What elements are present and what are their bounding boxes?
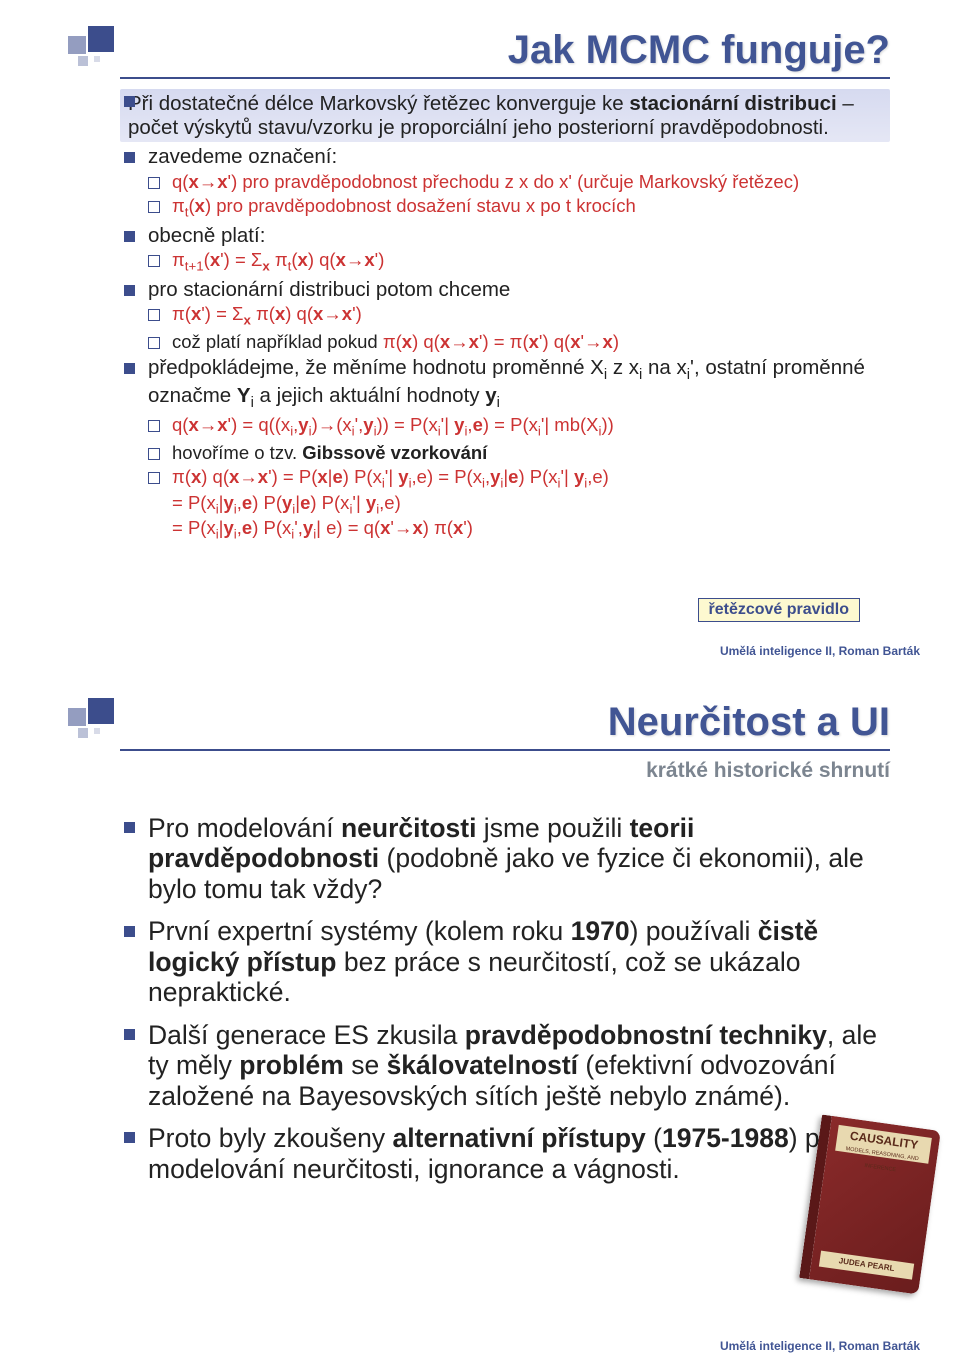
bullet-level-2: hovoříme o tzv. Gibssově vzorkování (144, 442, 890, 464)
bullet-level-2: π(x) q(x→x') = P(x|e) P(xi'| yi,e) = P(x… (144, 466, 890, 543)
bullet-level-1: zavedeme označení: (120, 145, 890, 169)
chain-rule-callout: řetězcové pravidlo (698, 598, 861, 622)
title-rule (120, 77, 890, 79)
bullet-level-2: πt(x) pro pravděpodobnost dosažení stavu… (144, 195, 890, 221)
bullet-level-1: Proto byly zkoušeny alternativní přístup… (120, 1123, 890, 1184)
bullet-level-2: což platí například pokud π(x) q(x→x') =… (144, 331, 890, 353)
slide-title: Neurčitost a UI (40, 700, 920, 745)
book-title-label: CAUSALITY MODELS, REASONING, AND INFEREN… (835, 1125, 932, 1164)
corner-decoration (60, 698, 120, 758)
bullet-level-2: π(x') = Σx π(x) q(x→x') (144, 303, 890, 329)
slide-subtitle: krátké historické shrnutí (40, 759, 920, 783)
slide-content: Při dostatečné délce Markovský řetězec k… (120, 89, 890, 543)
bullet-level-1: Další generace ES zkusila pravděpodobnos… (120, 1020, 890, 1111)
slide-1: Jak MCMC funguje? Při dostatečné délce M… (0, 0, 960, 672)
slide-title: Jak MCMC funguje? (40, 28, 920, 73)
book-image: CAUSALITY MODELS, REASONING, AND INFEREN… (799, 1114, 941, 1294)
bullet-level-2: q(x→x') = q((xi,yi)→(xi',yi)) = P(xi'| y… (144, 414, 890, 440)
bullet-level-1: První expertní systémy (kolem roku 1970)… (120, 916, 890, 1007)
bullet-level-1: obecně platí: (120, 224, 890, 248)
bullet-level-2: q(x→x') pro pravděpodobnost přechodu z x… (144, 171, 890, 193)
book-author: JUDEA PEARL (819, 1251, 914, 1280)
bullet-level-1: pro stacionární distribuci potom chceme (120, 278, 890, 302)
slide-footer: Umělá inteligence II, Roman Barták (720, 1339, 920, 1353)
bullet-level-2: πt+1(x') = Σx πt(x) q(x→x') (144, 249, 890, 275)
bullet-level-1: Při dostatečné délce Markovský řetězec k… (120, 89, 890, 142)
bullet-level-1: Pro modelování neurčitosti jsme použili … (120, 813, 890, 904)
corner-decoration (60, 26, 120, 86)
slide-2: Neurčitost a UI krátké historické shrnut… (0, 672, 960, 1367)
bullet-level-1: předpokládejme, že měníme hodnotu proměn… (120, 356, 890, 412)
slide-content: Pro modelování neurčitosti jsme použili … (120, 813, 890, 1184)
title-rule (120, 749, 890, 751)
slide-footer: Umělá inteligence II, Roman Barták (720, 644, 920, 658)
